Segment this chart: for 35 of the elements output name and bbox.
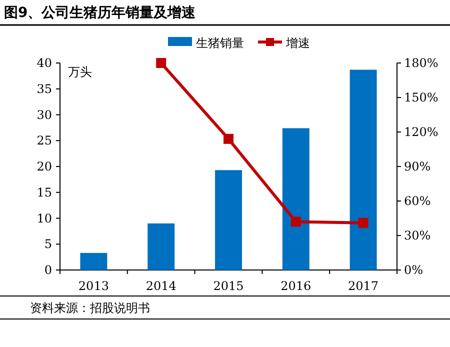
y-tick-label: 0: [44, 263, 52, 277]
x-tick-label: 2016: [280, 279, 312, 293]
bar: [215, 170, 242, 270]
y2-tick-label: 150%: [404, 90, 438, 104]
point: [156, 58, 166, 68]
x-tick-label: 2015: [213, 279, 244, 293]
x-tick-label: 2013: [78, 279, 109, 293]
point: [290, 216, 301, 227]
legend-label: 生猪销量: [196, 36, 244, 50]
x-tick-label: 2017: [348, 279, 379, 293]
x-tick-label: 2014: [146, 279, 177, 293]
legend-label: 增速: [285, 36, 310, 50]
y2-tick-label: 60%: [404, 194, 431, 208]
y2-tick-label: 120%: [404, 125, 438, 139]
y-tick-label: 25: [36, 134, 52, 148]
y-tick-label: 30: [36, 108, 52, 122]
y-tick-label: 10: [36, 211, 52, 226]
y-tick-label: 40: [36, 56, 52, 70]
y2-tick-label: 30%: [404, 228, 431, 242]
y-tick-label: 15: [36, 185, 52, 200]
bar: [148, 223, 175, 270]
point: [224, 134, 234, 144]
chart-title: 图9、公司生猪历年销量及增速: [4, 5, 197, 21]
bar: [80, 252, 108, 270]
y2-tick-label: 180%: [404, 56, 438, 70]
y-tick-label: 5: [44, 237, 52, 252]
bar: [282, 128, 310, 270]
bar: [350, 70, 377, 270]
y2-tick-label: 90%: [404, 160, 431, 174]
y-tick-label: 20: [36, 160, 52, 174]
y-tick-label: 35: [36, 82, 52, 96]
point: [358, 218, 368, 228]
y2-tick-label: 0%: [404, 263, 424, 277]
text: 资料来源：招股说明书: [30, 301, 150, 315]
y-axis-title: 万头: [68, 65, 92, 79]
